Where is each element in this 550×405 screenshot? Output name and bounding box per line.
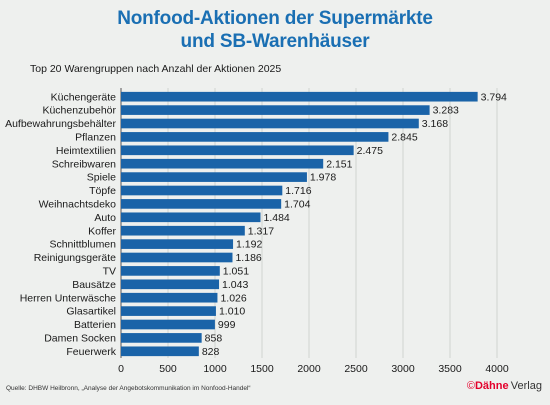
x-tick-label: 1000 xyxy=(203,363,227,375)
chart-title-line-2: und SB-Warenhäuser xyxy=(180,31,370,52)
category-label: Spiele xyxy=(87,172,116,184)
chart-subtitle: Top 20 Warengruppen nach Anzahl der Akti… xyxy=(30,63,282,75)
bar xyxy=(121,158,324,169)
value-label: 3.168 xyxy=(422,118,448,130)
bar xyxy=(121,105,430,115)
value-label: 2.151 xyxy=(326,158,352,170)
x-tick-label: 500 xyxy=(159,363,177,375)
value-label: 1.716 xyxy=(285,185,311,197)
bar xyxy=(121,199,282,209)
bar xyxy=(121,239,234,249)
chart-title: Nonfood-Aktionen der Supermärkte und SB-… xyxy=(0,7,550,53)
source-note: Quelle: DHBW Heilbronn, „Analyse der Ang… xyxy=(6,385,251,392)
category-label: Glasartikel xyxy=(66,306,116,318)
category-label: Heimtextilien xyxy=(56,145,116,157)
value-label: 1.978 xyxy=(310,172,336,184)
value-label: 3.794 xyxy=(481,91,507,103)
category-label: Herren Unterwäsche xyxy=(20,292,116,304)
bar xyxy=(121,118,419,129)
category-label: Damen Socken xyxy=(44,333,116,345)
bar xyxy=(121,172,307,182)
category-label: Schnittblumen xyxy=(49,239,116,251)
category-label: Batterien xyxy=(74,319,116,331)
bar xyxy=(121,252,233,263)
bar xyxy=(121,319,215,330)
value-label: 1.317 xyxy=(248,225,274,237)
category-label: Küchengeräte xyxy=(51,91,117,103)
value-label: 2.845 xyxy=(391,132,417,144)
bar xyxy=(121,333,202,343)
category-label: Töpfe xyxy=(89,185,116,197)
category-label: Koffer xyxy=(88,225,116,237)
category-label: Küchenzubehör xyxy=(42,105,116,117)
category-label: Pflanzen xyxy=(75,132,116,144)
copyright-symbol: © xyxy=(466,380,475,392)
category-label: Bausätze xyxy=(72,279,116,291)
category-label: Auto xyxy=(94,212,116,224)
bar xyxy=(121,212,261,223)
x-tick-label: 0 xyxy=(118,363,124,375)
value-label: 1.186 xyxy=(235,252,261,264)
x-tick-label: 4000 xyxy=(485,363,509,375)
value-label: 1.484 xyxy=(263,212,289,224)
value-label: 2.475 xyxy=(357,145,383,157)
x-tick-label: 1500 xyxy=(250,363,274,375)
value-label: 1.010 xyxy=(219,306,245,318)
bar xyxy=(121,292,218,303)
category-label: Feuerwerk xyxy=(66,346,116,358)
bar xyxy=(121,91,478,102)
value-label: 858 xyxy=(205,333,223,345)
brand-suffix: Verlag xyxy=(510,380,542,392)
category-label: TV xyxy=(103,266,116,278)
category-label: Schreibwaren xyxy=(52,158,116,170)
x-tick-label: 3500 xyxy=(438,363,462,375)
bar xyxy=(121,306,216,316)
x-tick-label: 3000 xyxy=(391,363,415,375)
value-label: 999 xyxy=(218,319,236,331)
chart-title-line-1: Nonfood-Aktionen der Supermärkte xyxy=(117,8,433,29)
bar xyxy=(121,266,220,276)
value-label: 1.192 xyxy=(236,239,262,251)
value-label: 1.051 xyxy=(223,266,249,278)
bar xyxy=(121,346,199,357)
bar xyxy=(121,279,220,290)
bar xyxy=(121,225,245,236)
value-label: 1.704 xyxy=(284,199,310,211)
category-label: Reinigungsgeräte xyxy=(34,252,116,264)
value-label: 1.043 xyxy=(222,279,248,291)
value-label: 3.283 xyxy=(433,105,459,117)
x-tick-label: 2000 xyxy=(297,363,321,375)
x-tick-label: 2500 xyxy=(344,363,368,375)
bar xyxy=(121,145,354,156)
bar xyxy=(121,132,389,142)
publisher-brand: ©Dähne Verlag xyxy=(467,380,542,392)
category-label: Weihnachtsdeko xyxy=(39,199,117,211)
bar xyxy=(121,185,283,196)
value-label: 828 xyxy=(202,346,220,358)
category-label: Aufbewahrungsbehälter xyxy=(5,118,116,130)
brand-name: Dähne xyxy=(474,380,509,392)
value-label: 1.026 xyxy=(220,292,246,304)
